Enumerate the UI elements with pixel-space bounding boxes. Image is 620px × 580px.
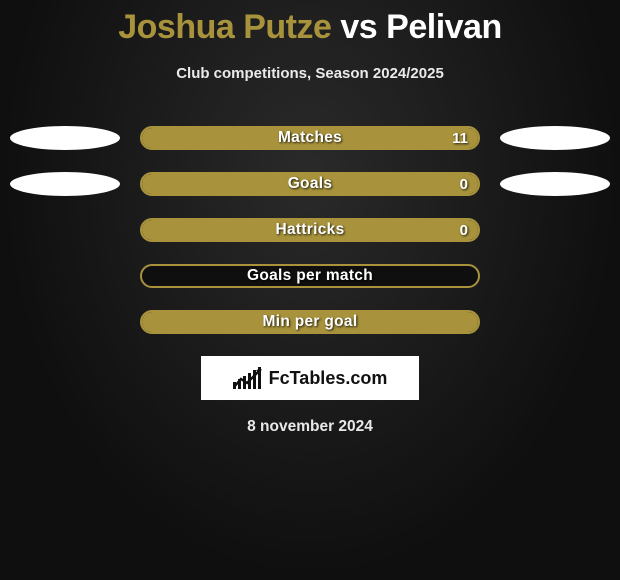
player1-name: Joshua Putze — [118, 8, 331, 46]
bar-label: Min per goal — [142, 312, 478, 332]
stat-row: Min per goal — [0, 310, 620, 334]
right-ellipse — [500, 172, 610, 196]
bar-label: Goals per match — [142, 266, 478, 286]
stat-row: Matches11 — [0, 126, 620, 150]
stat-bar: Hattricks0 — [140, 218, 480, 242]
stat-row: Goals0 — [0, 172, 620, 196]
player2-name: Pelivan — [386, 8, 502, 46]
comparison-chart: Matches11Goals0Hattricks0Goals per match… — [0, 126, 620, 334]
page-title: Joshua Putze vs Pelivan — [0, 0, 620, 47]
stat-bar: Min per goal — [140, 310, 480, 334]
logo-text: FcTables.com — [269, 368, 388, 389]
bar-value: 11 — [452, 128, 468, 148]
bar-label: Hattricks — [142, 220, 478, 240]
stat-bar: Goals0 — [140, 172, 480, 196]
vs-text: vs — [340, 8, 377, 46]
stat-bar: Goals per match — [140, 264, 480, 288]
stat-bar: Matches11 — [140, 126, 480, 150]
date-text: 8 november 2024 — [0, 418, 620, 436]
bar-label: Matches — [142, 128, 478, 148]
left-ellipse — [10, 126, 120, 150]
subtitle: Club competitions, Season 2024/2025 — [0, 65, 620, 82]
right-ellipse — [500, 126, 610, 150]
fctables-logo[interactable]: FcTables.com — [201, 356, 419, 400]
bar-value: 0 — [460, 174, 468, 194]
bar-value: 0 — [460, 220, 468, 240]
stat-row: Goals per match — [0, 264, 620, 288]
bar-label: Goals — [142, 174, 478, 194]
stat-row: Hattricks0 — [0, 218, 620, 242]
left-ellipse — [10, 172, 120, 196]
